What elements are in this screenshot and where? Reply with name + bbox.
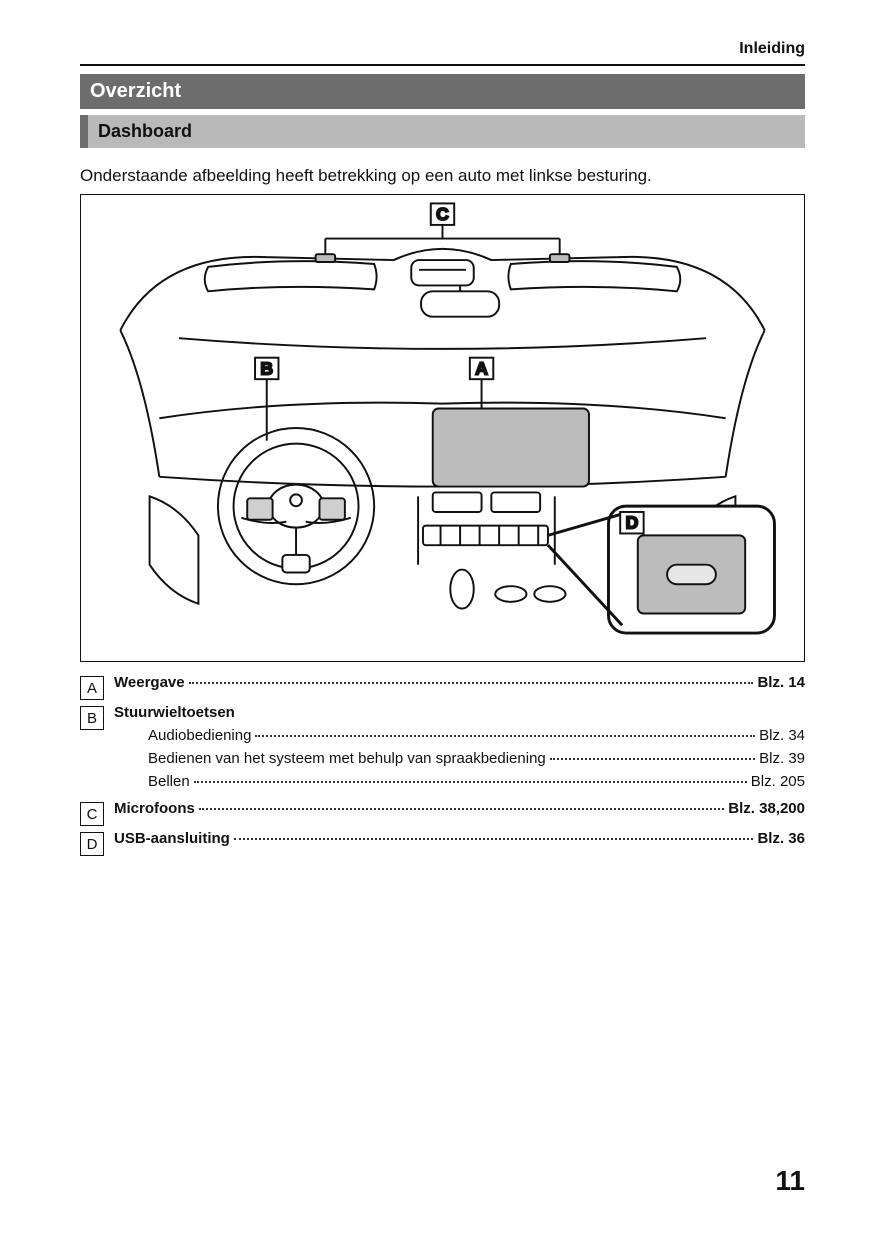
legend-label: Microfoons (114, 800, 195, 817)
legend-subitems: Audiobediening Blz. 34 Bedienen van het sy… (148, 727, 805, 790)
legend-page: Blz. 36 (757, 830, 805, 847)
legend-letter: D (80, 832, 104, 856)
subtitle-accent (80, 115, 88, 148)
legend-line: Stuurwieltoetsen (114, 704, 805, 721)
legend-row: C Microfoons Blz. 38,200 (80, 800, 805, 826)
legend-label: USB-aansluiting (114, 830, 230, 847)
legend-subline: Audiobediening Blz. 34 (148, 727, 805, 744)
legend-sublabel: Audiobediening (148, 727, 251, 744)
legend-label: Stuurwieltoetsen (114, 704, 235, 721)
title-bar-label: Overzicht (90, 80, 181, 102)
legend-dots (194, 781, 747, 783)
callout-d: D (626, 513, 639, 533)
subtitle-bar: Dashboard (80, 115, 805, 148)
legend-subpage: Blz. 205 (751, 773, 805, 790)
legend-row: D USB-aansluiting Blz. 36 (80, 830, 805, 856)
legend-letter: C (80, 802, 104, 826)
legend-dots (234, 838, 754, 840)
legend-letter: A (80, 676, 104, 700)
legend-letter: B (80, 706, 104, 730)
callout-a: A (475, 358, 488, 378)
subtitle-label: Dashboard (88, 115, 805, 148)
legend-row: B Stuurwieltoetsen Audiobediening Blz. 34 Be… (80, 704, 805, 796)
legend-subline: Bedienen van het systeem met behulp van … (148, 750, 805, 767)
legend-line: Microfoons Blz. 38,200 (114, 800, 805, 817)
page-header: Inleiding (80, 40, 805, 66)
callout-c: C (436, 204, 449, 224)
legend-subline: Bellen Blz. 205 (148, 773, 805, 790)
title-bar: Overzicht (80, 74, 805, 109)
legend-line: USB-aansluiting Blz. 36 (114, 830, 805, 847)
manual-page: Inleiding Overzicht Dashboard Onderstaan… (0, 0, 875, 1241)
legend-sublabel: Bedienen van het systeem met behulp van … (148, 750, 546, 767)
legend-subpage: Blz. 39 (759, 750, 805, 767)
legend-dots (189, 682, 754, 684)
legend-dots (550, 758, 755, 760)
section-name: Inleiding (739, 40, 805, 57)
legend-content: Weergave Blz. 14 (114, 674, 805, 691)
figure-caption: Onderstaande afbeelding heeft betrekking… (80, 166, 805, 186)
legend-label: Weergave (114, 674, 185, 691)
legend-content: Stuurwieltoetsen Audiobediening Blz. 34 Bed… (114, 704, 805, 796)
legend-row: A Weergave Blz. 14 (80, 674, 805, 700)
callout-b: B (260, 358, 273, 378)
page-number: 11 (775, 1165, 805, 1197)
legend-content: Microfoons Blz. 38,200 (114, 800, 805, 817)
legend-list: A Weergave Blz. 14 B Stuurwieltoetsen Audiobe… (80, 674, 805, 856)
legend-dots (199, 808, 724, 810)
legend-line: Weergave Blz. 14 (114, 674, 805, 691)
legend-page: Blz. 38,200 (728, 800, 805, 817)
dashboard-svg: C A B D (91, 201, 794, 655)
legend-dots (255, 735, 755, 737)
dashboard-figure: C A B D (80, 194, 805, 662)
legend-subpage: Blz. 34 (759, 727, 805, 744)
legend-sublabel: Bellen (148, 773, 190, 790)
legend-content: USB-aansluiting Blz. 36 (114, 830, 805, 847)
legend-page: Blz. 14 (757, 674, 805, 691)
